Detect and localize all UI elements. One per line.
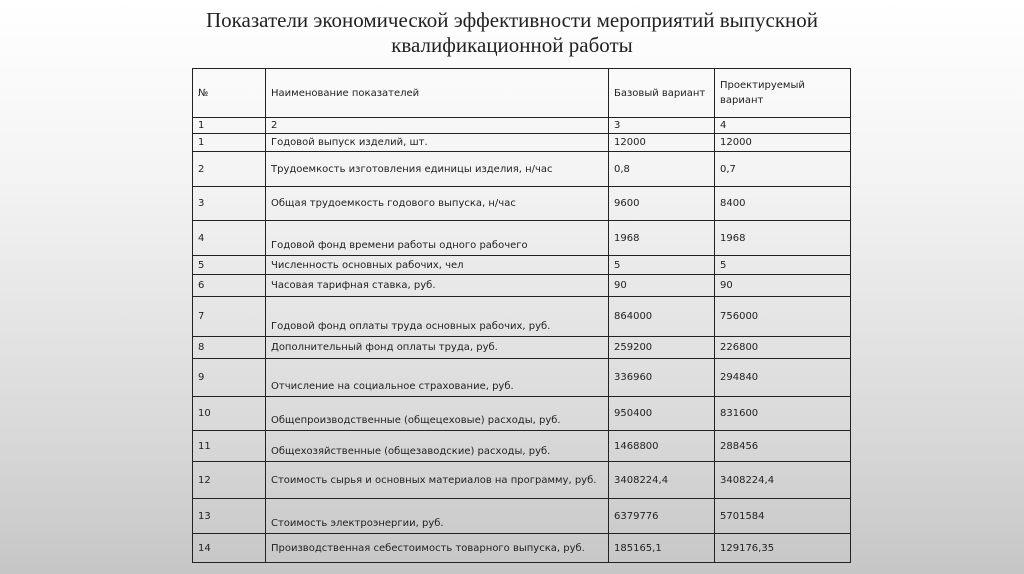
table-row: 1 Годовой выпуск изделий, шт. 12000 12000: [192, 133, 851, 152]
indicator-name: Отчисление на социальное страхование, ру…: [265, 358, 609, 397]
row-number: 14: [192, 533, 266, 563]
numbering-cell: 4: [714, 117, 851, 134]
indicators-table: № Наименование показателей Базовый вариа…: [192, 68, 851, 563]
indicator-name: Трудоемкость изготовления единицы издели…: [265, 151, 609, 187]
row-number: 5: [192, 255, 266, 275]
projected-value: 756000: [714, 296, 851, 337]
indicator-name: Стоимость сырья и основных материалов на…: [265, 461, 609, 499]
table-row: 13 Стоимость электроэнергии, руб. 6379776 5…: [192, 498, 851, 534]
row-number: 8: [192, 336, 266, 359]
table-row: 8 Дополнительный фонд оплаты труда, руб. 2…: [192, 336, 851, 359]
base-value: 6379776: [608, 498, 715, 534]
numbering-cell: 2: [265, 117, 609, 134]
header-projected: Проектируемый вариант: [714, 68, 851, 118]
table-row: 6 Часовая тарифная ставка, руб. 90 90: [192, 274, 851, 297]
row-number: 4: [192, 220, 266, 256]
base-value: 185165,1: [608, 533, 715, 563]
table-row: 4 Годовой фонд времени работы одного рабо…: [192, 220, 851, 256]
base-value: 950400: [608, 396, 715, 431]
numbering-row: 1 2 3 4: [192, 117, 851, 134]
base-value: 5: [608, 255, 715, 275]
projected-value: 0,7: [714, 151, 851, 187]
header-row: № Наименование показателей Базовый вариа…: [192, 68, 851, 118]
row-number: 10: [192, 396, 266, 431]
projected-value: 226800: [714, 336, 851, 359]
row-number: 7: [192, 296, 266, 337]
projected-value: 129176,35: [714, 533, 851, 563]
indicator-name: Производственная себестоимость товарного…: [265, 533, 609, 563]
base-value: 336960: [608, 358, 715, 397]
base-value: 12000: [608, 133, 715, 152]
table-row: 14 Производственная себестоимость товарно…: [192, 533, 851, 563]
row-number: 13: [192, 498, 266, 534]
projected-value: 1968: [714, 220, 851, 256]
header-name: Наименование показателей: [265, 68, 609, 118]
indicator-name: Общехозяйственные (общезаводские) расход…: [265, 430, 609, 462]
header-number: №: [192, 68, 266, 118]
table-row: 7 Годовой фонд оплаты труда основных рабо…: [192, 296, 851, 337]
projected-value: 288456: [714, 430, 851, 462]
projected-value: 831600: [714, 396, 851, 431]
row-number: 2: [192, 151, 266, 187]
header-base: Базовый вариант: [608, 68, 715, 118]
projected-value: 90: [714, 274, 851, 297]
table-row: 2 Трудоемкость изготовления единицы издел…: [192, 151, 851, 187]
title-line-2: квалификационной работы: [391, 33, 633, 57]
numbering-cell: 3: [608, 117, 715, 134]
base-value: 1468800: [608, 430, 715, 462]
projected-value: 12000: [714, 133, 851, 152]
table-row: 11 Общехозяйственные (общезаводские) расх…: [192, 430, 851, 462]
indicator-name: Общепроизводственные (общецеховые) расхо…: [265, 396, 609, 431]
base-value: 90: [608, 274, 715, 297]
indicator-name: Численность основных рабочих, чел: [265, 255, 609, 275]
indicator-name: Дополнительный фонд оплаты труда, руб.: [265, 336, 609, 359]
row-number: 1: [192, 133, 266, 152]
projected-value: 5701584: [714, 498, 851, 534]
indicator-name: Общая трудоемкость годового выпуска, н/ч…: [265, 186, 609, 221]
row-number: 3: [192, 186, 266, 221]
base-value: 3408224,4: [608, 461, 715, 499]
title-line-1: Показатели экономической эффективности м…: [206, 8, 818, 32]
indicator-name: Стоимость электроэнергии, руб.: [265, 498, 609, 534]
base-value: 1968: [608, 220, 715, 256]
row-number: 6: [192, 274, 266, 297]
row-number: 11: [192, 430, 266, 462]
projected-value: 8400: [714, 186, 851, 221]
indicator-name: Годовой фонд оплаты труда основных рабоч…: [265, 296, 609, 337]
indicator-name: Часовая тарифная ставка, руб.: [265, 274, 609, 297]
table-row: 10 Общепроизводственные (общецеховые) рас…: [192, 396, 851, 431]
base-value: 864000: [608, 296, 715, 337]
row-number: 9: [192, 358, 266, 397]
base-value: 9600: [608, 186, 715, 221]
base-value: 0,8: [608, 151, 715, 187]
slide-title: Показатели экономической эффективности м…: [0, 8, 1024, 58]
projected-value: 5: [714, 255, 851, 275]
numbering-cell: 1: [192, 117, 266, 134]
indicator-name: Годовой выпуск изделий, шт.: [265, 133, 609, 152]
projected-value: 3408224,4: [714, 461, 851, 499]
table-row: 9 Отчисление на социальное страхование, р…: [192, 358, 851, 397]
base-value: 259200: [608, 336, 715, 359]
indicator-name: Годовой фонд времени работы одного рабоч…: [265, 220, 609, 256]
projected-value: 294840: [714, 358, 851, 397]
table-row: 12 Стоимость сырья и основных материалов …: [192, 461, 851, 499]
table-row: 3 Общая трудоемкость годового выпуска, н/…: [192, 186, 851, 221]
row-number: 12: [192, 461, 266, 499]
table-row: 5 Численность основных рабочих, чел 5 5: [192, 255, 851, 275]
